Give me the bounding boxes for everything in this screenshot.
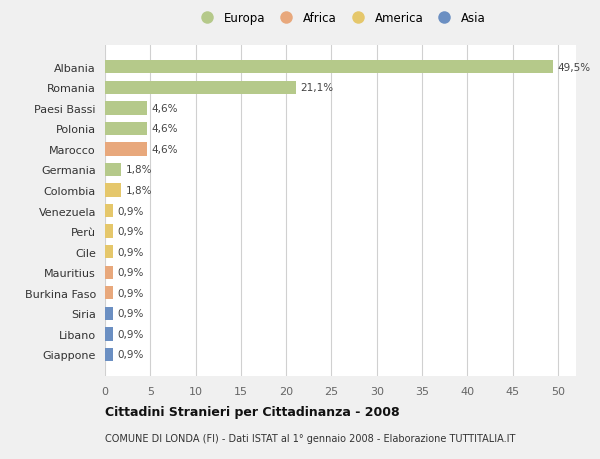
Text: 0,9%: 0,9% (118, 329, 144, 339)
Bar (105, 348, 113, 361)
Bar (105, 61, 553, 74)
Text: Cittadini Stranieri per Cittadinanza - 2008: Cittadini Stranieri per Cittadinanza - 2… (105, 405, 400, 419)
Bar (105, 163, 121, 177)
Bar (105, 266, 113, 280)
Bar (105, 102, 146, 115)
Text: 0,9%: 0,9% (118, 247, 144, 257)
Bar (105, 81, 296, 95)
Text: 1,8%: 1,8% (126, 165, 152, 175)
Bar (105, 123, 146, 136)
Bar (105, 286, 113, 300)
Text: 21,1%: 21,1% (301, 83, 334, 93)
Text: 1,8%: 1,8% (126, 185, 152, 196)
Text: 0,9%: 0,9% (118, 350, 144, 360)
Bar (105, 225, 113, 238)
Bar (105, 184, 121, 197)
Text: 0,9%: 0,9% (118, 288, 144, 298)
Text: 0,9%: 0,9% (118, 206, 144, 216)
Text: 0,9%: 0,9% (118, 268, 144, 278)
Bar (105, 246, 113, 259)
Text: 4,6%: 4,6% (151, 124, 178, 134)
Bar (105, 204, 113, 218)
Bar (105, 307, 113, 320)
Legend: Europa, Africa, America, Asia: Europa, Africa, America, Asia (195, 12, 486, 25)
Text: 0,9%: 0,9% (118, 309, 144, 319)
Text: COMUNE DI LONDA (FI) - Dati ISTAT al 1° gennaio 2008 - Elaborazione TUTTITALIA.I: COMUNE DI LONDA (FI) - Dati ISTAT al 1° … (105, 433, 515, 442)
Text: 0,9%: 0,9% (118, 227, 144, 237)
Bar (105, 143, 146, 156)
Bar (105, 328, 113, 341)
Text: 49,5%: 49,5% (558, 62, 591, 73)
Text: 4,6%: 4,6% (151, 145, 178, 155)
Text: 4,6%: 4,6% (151, 104, 178, 113)
